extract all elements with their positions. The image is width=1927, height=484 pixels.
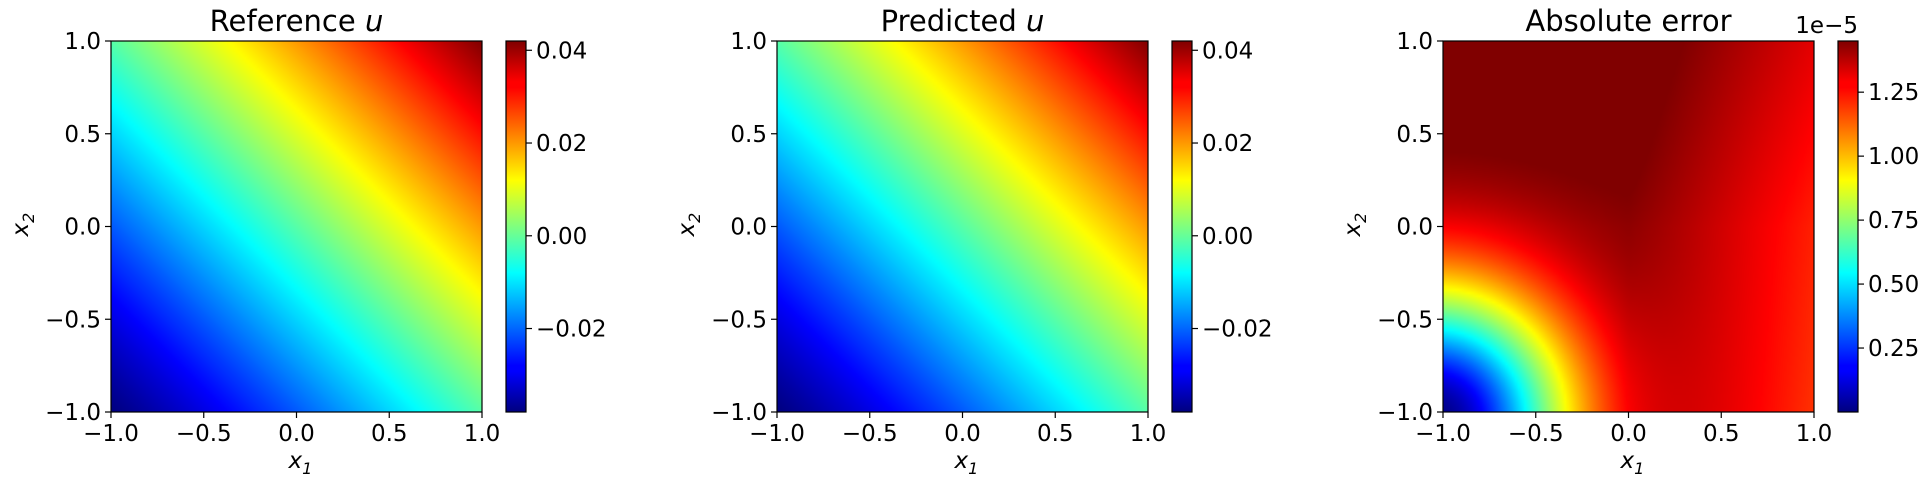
x-tick-label: 0.0 (1610, 421, 1647, 447)
x-tick-label: 1.0 (464, 421, 501, 447)
colorbar-tick-label: 0.50 (1868, 272, 1919, 298)
y-tick-label: 0.0 (64, 215, 101, 241)
y-tick-label: 1.0 (64, 29, 101, 55)
y-tick-label: −0.5 (711, 307, 767, 333)
colorbar-tick-label: 0.04 (1202, 38, 1253, 64)
panels: Reference u−1.0 −0.5 0.0 0.5 1.0−1.0−0.50.00… (8, 4, 1919, 478)
x-axis-label: x1 (288, 448, 313, 478)
x-tick-label: −1.0 (749, 421, 805, 447)
colorbar-tick-label: −0.02 (536, 317, 606, 343)
x-tick-label: −0.5 (176, 421, 232, 447)
panel-title: Predicted u (881, 4, 1045, 38)
x-tick-label: −0.5 (842, 421, 898, 447)
colorbar (506, 41, 526, 412)
y-axis-label: x2 (8, 213, 38, 238)
panel-3: Absolute error −1.0 −0.5 0.0 0.5 1.0 −1.0 −0.5 0… (1340, 4, 1919, 478)
colorbar-tick-label: 1.25 (1868, 80, 1919, 106)
heatmap-image (111, 41, 482, 412)
y-tick-label: 0.0 (1396, 215, 1433, 241)
colorbar-tick-label: 0.04 (536, 38, 587, 64)
y-tick-label: 0.0 (730, 215, 767, 241)
heatmap-image (1443, 41, 1814, 412)
colorbar-tick-label: 0.75 (1868, 208, 1919, 234)
colorbar-tick-label: 0.00 (1202, 224, 1253, 250)
x-tick-label: 0.0 (944, 421, 981, 447)
y-tick-label: 0.5 (1396, 122, 1433, 148)
y-tick-label: 0.5 (730, 122, 767, 148)
colorbar-tick-label: 1.00 (1868, 144, 1919, 170)
x-tick-label: −0.5 (1508, 421, 1564, 447)
colorbar-tick-label: 0.25 (1868, 336, 1919, 362)
x-tick-label: 1.0 (1130, 421, 1167, 447)
y-tick-label: 1.0 (730, 29, 767, 55)
x-tick-label: 0.5 (1703, 421, 1740, 447)
x-tick-label: −1.0 (1415, 421, 1471, 447)
y-tick-label: −0.5 (1377, 307, 1433, 333)
y-tick-label: −1.0 (1377, 400, 1433, 426)
panel-1: Reference u−1.0 −0.5 0.0 0.5 1.0−1.0−0.50.00… (8, 4, 606, 478)
y-axis-label: x2 (674, 213, 704, 238)
y-tick-label: 1.0 (1396, 29, 1433, 55)
colorbar-tick-label: −0.02 (1202, 317, 1272, 343)
colorbar-frame (1837, 40, 1859, 413)
panel-title: Absolute error (1525, 4, 1731, 38)
x-tick-label: 0.0 (278, 421, 315, 447)
y-axis-label: x2 (1340, 213, 1370, 238)
colorbar-tick-label: 0.02 (536, 131, 587, 157)
x-axis-label: x1 (1620, 448, 1645, 478)
y-tick-label: −0.5 (45, 307, 101, 333)
x-tick-label: 1.0 (1796, 421, 1833, 447)
colorbar (1838, 41, 1858, 412)
x-tick-label: −1.0 (83, 421, 139, 447)
y-tick-label: −1.0 (711, 400, 767, 426)
y-tick-label: 0.5 (64, 122, 101, 148)
panel-title: Reference u (210, 4, 384, 38)
x-tick-label: 0.5 (1037, 421, 1074, 447)
colorbar (1172, 41, 1192, 412)
heatmap-image (777, 41, 1148, 412)
x-tick-label: 0.5 (371, 421, 408, 447)
colorbar-tick-label: 0.02 (1202, 131, 1253, 157)
colorbar-frame (505, 40, 527, 413)
y-tick-label: −1.0 (45, 400, 101, 426)
colorbar-offset-text: 1e−5 (1795, 13, 1858, 39)
colorbar-tick-label: 0.00 (536, 224, 587, 250)
x-axis-label: x1 (954, 448, 979, 478)
colorbar-frame (1171, 40, 1193, 413)
panel-2: Predicted u−1.0 −0.5 0.0 0.5 1.0−1.0−0.50.00… (674, 4, 1272, 478)
